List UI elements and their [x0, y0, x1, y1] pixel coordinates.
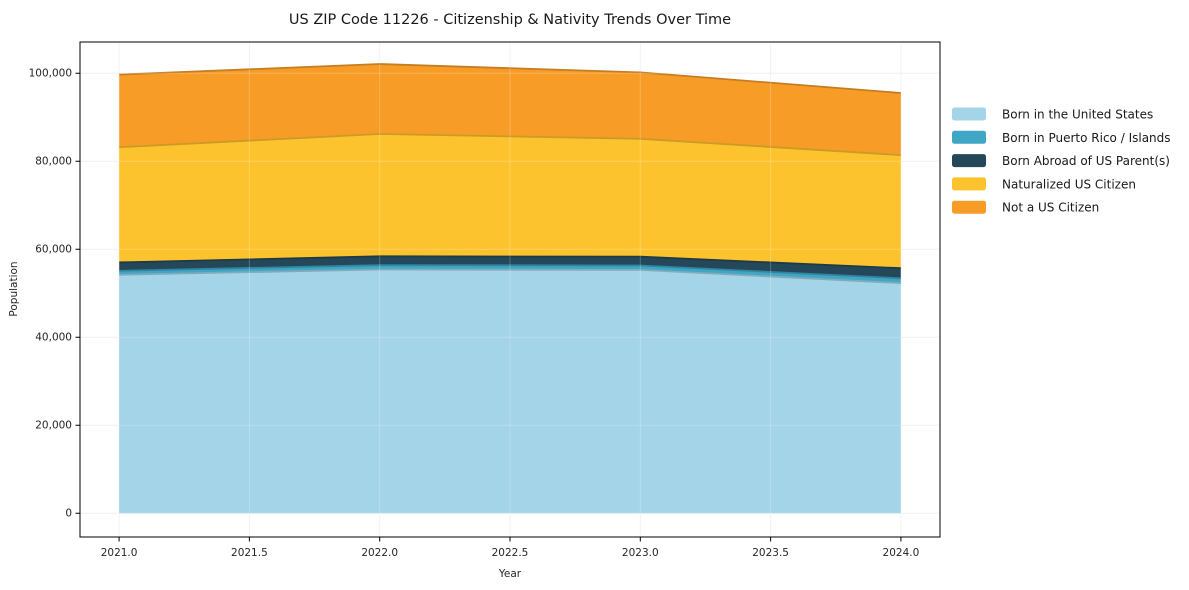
y-tick-label: 80,000 — [35, 156, 72, 168]
y-axis-label: Population — [8, 261, 20, 316]
area-edge-4 — [119, 63, 901, 94]
area-series-4 — [119, 64, 901, 156]
y-tick-label: 40,000 — [35, 332, 72, 344]
x-tick-label: 2023.5 — [752, 547, 789, 559]
y-tick-label: 0 — [65, 508, 72, 520]
legend-item: Not a US Citizen — [952, 200, 1099, 215]
x-axis-label: Year — [498, 568, 522, 580]
legend-label: Naturalized US Citizen — [1002, 177, 1136, 191]
legend-swatch — [952, 130, 986, 144]
legend-swatch — [952, 107, 986, 121]
legend-label: Not a US Citizen — [1002, 201, 1099, 215]
area-series-3 — [119, 134, 901, 269]
x-tick-label: 2023.0 — [622, 547, 659, 559]
legend-item: Born in the United States — [952, 107, 1153, 122]
area-series-0 — [119, 269, 901, 514]
x-axis: 2021.0 2021.5 2022.0 2022.5 2023.0 2023.5 2024… — [101, 537, 920, 559]
legend-label: Born Abroad of US Parent(s) — [1002, 154, 1170, 168]
legend-label: Born in the United States — [1002, 108, 1153, 122]
legend: Born in the United States Born in Puerto … — [952, 107, 1171, 215]
chart-layers: 2021.0 2021.5 2022.0 2022.5 2023.0 2023.5 2024… — [29, 41, 1171, 559]
area-edge-3 — [119, 133, 901, 156]
grid-layer-over — [80, 42, 940, 537]
legend-swatch — [952, 154, 986, 168]
y-axis: 0 20,000 40,000 60,000 80,000 100,000 — [29, 68, 80, 520]
legend-item: Born Abroad of US Parent(s) — [952, 154, 1170, 168]
y-tick-label: 60,000 — [35, 244, 72, 256]
area-edge-1 — [119, 264, 901, 280]
y-tick-label: 100,000 — [29, 68, 72, 80]
area-layer — [119, 63, 901, 514]
area-series-2 — [119, 256, 901, 279]
legend-label: Born in Puerto Rico / Islands — [1002, 131, 1171, 145]
legend-swatch — [952, 177, 986, 191]
x-tick-label: 2024.0 — [883, 547, 920, 559]
legend-item: Naturalized US Citizen — [952, 177, 1136, 191]
area-edge-2 — [119, 255, 901, 270]
y-tick-label: 20,000 — [35, 420, 72, 432]
area-edge-0 — [119, 268, 901, 284]
x-tick-label: 2021.0 — [101, 547, 138, 559]
x-tick-label: 2021.5 — [231, 547, 268, 559]
legend-swatch — [952, 200, 986, 214]
chart-title: US ZIP Code 11226 - Citizenship & Nativi… — [289, 12, 731, 28]
x-tick-label: 2022.5 — [492, 547, 529, 559]
x-tick-label: 2022.0 — [361, 547, 398, 559]
legend-item: Born in Puerto Rico / Islands — [952, 130, 1171, 145]
